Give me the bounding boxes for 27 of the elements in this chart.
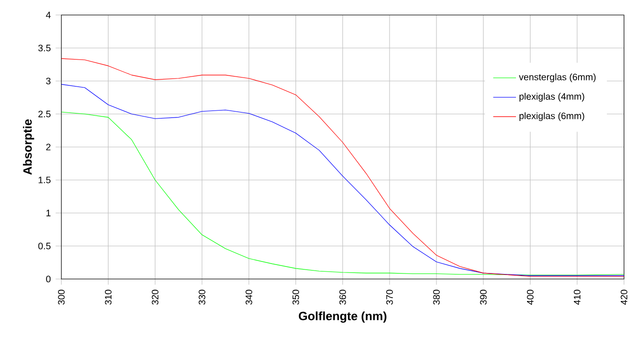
legend-label: plexiglas (6mm): [520, 112, 584, 122]
y-axis-title: Absorptie: [22, 119, 34, 175]
x-tick-label: 410: [574, 290, 580, 305]
y-tick-label: 4: [46, 12, 51, 18]
y-tick-label: 3.5: [38, 44, 51, 52]
x-tick-label: 380: [433, 290, 440, 305]
x-tick-label: 420: [620, 290, 628, 305]
y-tick-label: 0: [46, 276, 51, 282]
x-tick-label: 370: [386, 290, 393, 305]
x-tick-label: 310: [104, 290, 112, 305]
x-tick-label: 350: [292, 290, 300, 305]
x-tick-label: 320: [152, 290, 158, 305]
x-tick-label: 340: [246, 290, 252, 305]
y-tick-label: 2: [46, 144, 50, 150]
x-tick-label: 360: [339, 290, 346, 305]
x-axis-title: Golflengte (nm): [298, 311, 386, 323]
y-tick-label: 1.5: [38, 176, 51, 184]
x-tick-label: 330: [198, 290, 206, 305]
x-tick-label: 390: [480, 290, 487, 305]
y-tick-label: 0.5: [38, 242, 51, 250]
x-tick-label: 400: [526, 290, 534, 305]
x-tick-label: 300: [58, 290, 65, 305]
y-tick-label: 2.5: [38, 110, 51, 118]
y-tick-label: 1: [46, 210, 50, 216]
y-tick-label: 3: [46, 78, 51, 84]
legend-label: vensterglas (6mm): [518, 73, 596, 82]
legend-label: plexiglas (4mm): [520, 92, 584, 102]
